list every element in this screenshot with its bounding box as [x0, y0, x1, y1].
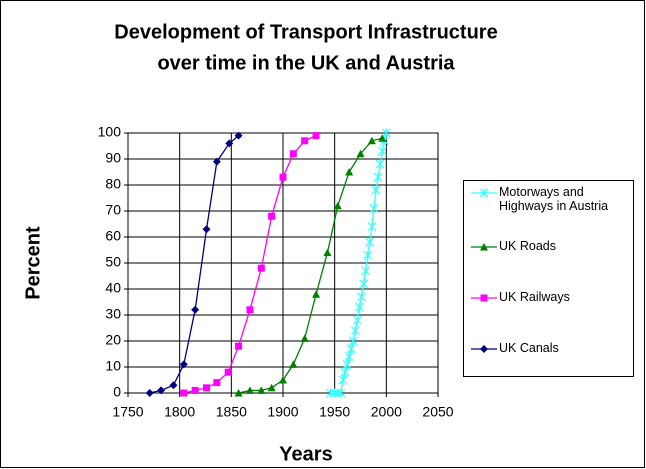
marker [300, 334, 309, 342]
marker [367, 222, 377, 232]
marker [378, 134, 387, 142]
marker [203, 384, 211, 392]
marker [246, 306, 254, 314]
marker [367, 136, 376, 145]
x-axis-title: Years [279, 443, 332, 465]
marker [340, 367, 350, 377]
marker [361, 266, 371, 276]
y-tick-label: 100 [98, 124, 122, 140]
marker [289, 360, 298, 368]
marker [336, 388, 346, 398]
marker [333, 201, 342, 210]
marker [191, 305, 200, 314]
marker [363, 250, 373, 260]
chart-title: Development of Transport Infrastructure [114, 21, 497, 43]
y-tick-label: 20 [105, 332, 121, 348]
marker [356, 149, 365, 158]
marker [326, 388, 335, 398]
marker [346, 344, 356, 354]
marker [312, 132, 320, 140]
legend-label: UK Roads [499, 239, 556, 253]
legend-entry: UK Canals [499, 341, 559, 355]
y-tick-label: 0 [113, 384, 121, 400]
y-tick-label: 40 [105, 280, 121, 296]
marker [348, 336, 358, 346]
marker [359, 279, 369, 289]
marker [369, 203, 379, 213]
legend-entry: Motorways and Highways in Austria [499, 185, 609, 213]
marker [480, 294, 488, 302]
marker [344, 352, 354, 362]
marker [323, 248, 332, 257]
marker [202, 225, 211, 234]
marker [375, 159, 385, 169]
marker [157, 386, 166, 395]
legend-label: Motorways and Highways in Austria [499, 185, 609, 213]
plot-border [127, 132, 439, 394]
marker [338, 375, 348, 385]
marker [371, 185, 381, 195]
marker [480, 243, 488, 251]
marker [169, 381, 178, 390]
legend-label: UK Railways [499, 290, 570, 304]
x-tick-label: 2000 [371, 404, 402, 420]
marker [352, 315, 362, 325]
marker [301, 137, 309, 145]
marker [355, 302, 364, 312]
marker [234, 389, 243, 397]
chart-title: over time in the UK and Austria [157, 52, 455, 74]
marker [212, 157, 221, 166]
legend-box [463, 180, 634, 377]
y-tick-label: 10 [105, 358, 121, 374]
y-tick-label: 90 [105, 150, 121, 166]
x-tick-label: 1950 [319, 404, 350, 420]
y-tick-label: 50 [105, 254, 121, 270]
y-tick-label: 70 [105, 202, 121, 218]
marker [235, 342, 243, 350]
marker [267, 383, 276, 392]
marker [191, 386, 199, 394]
marker [179, 360, 188, 369]
x-tick-label: 1750 [112, 404, 143, 420]
marker [245, 386, 254, 394]
legend-entry: UK Roads [499, 239, 556, 253]
y-tick-label: 80 [105, 176, 121, 192]
legend-entry: UK Railways [499, 290, 570, 304]
marker [234, 131, 243, 140]
marker [225, 139, 234, 148]
legend-label: UK Canals [499, 341, 559, 355]
marker [480, 345, 488, 353]
marker [279, 376, 287, 384]
marker [345, 168, 354, 176]
marker [312, 290, 321, 298]
marker [342, 359, 352, 369]
marker [213, 379, 221, 387]
y-tick-label: 30 [105, 306, 121, 322]
marker [357, 292, 366, 302]
marker [365, 237, 375, 247]
marker [350, 326, 360, 336]
marker [268, 212, 276, 220]
marker [377, 146, 387, 156]
marker [145, 389, 154, 397]
marker [289, 150, 297, 158]
marker [479, 188, 489, 198]
marker [224, 368, 232, 376]
x-tick-label: 1850 [216, 404, 247, 420]
x-tick-label: 1900 [267, 404, 298, 420]
marker [279, 173, 287, 181]
y-axis-title: Percent [22, 226, 44, 300]
marker [381, 128, 391, 138]
marker [257, 386, 266, 394]
x-tick-label: 2050 [422, 404, 453, 420]
marker [373, 172, 383, 182]
marker [180, 389, 188, 397]
y-tick-label: 60 [105, 228, 121, 244]
x-tick-label: 1800 [164, 404, 195, 420]
marker [257, 264, 265, 272]
